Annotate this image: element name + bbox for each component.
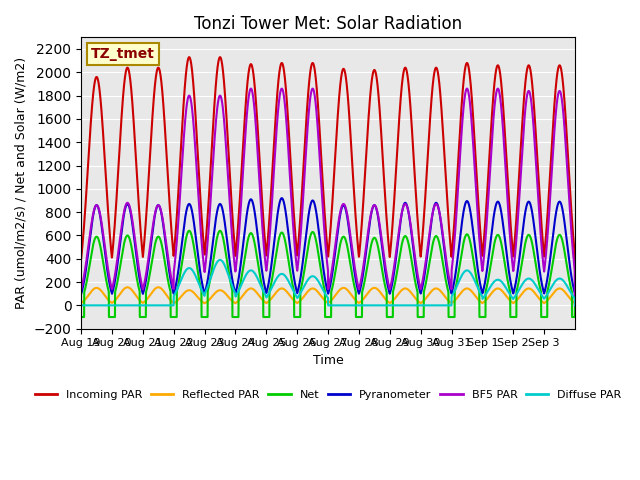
Reflected PAR: [435, 287, 442, 292]
Net: [496, 235, 504, 240]
Incoming PAR: [186, 54, 193, 60]
Reflected PAR: [496, 286, 504, 292]
Pyranometer: [435, 205, 442, 211]
Net: [566, 279, 573, 285]
BF5 PAR: [179, 158, 186, 164]
Diffuse PAR: [466, 269, 474, 275]
Line: Diffuse PAR: Diffuse PAR: [81, 260, 575, 305]
Y-axis label: PAR (umol/m2/s) / Net and Solar (W/m2): PAR (umol/m2/s) / Net and Solar (W/m2): [15, 57, 28, 309]
BF5 PAR: [466, 99, 474, 105]
Diffuse PAR: [571, 302, 579, 308]
Incoming PAR: [391, 185, 399, 191]
Pyranometer: [571, 302, 579, 308]
Net: [435, 238, 442, 243]
Incoming PAR: [77, 256, 85, 262]
Line: Incoming PAR: Incoming PAR: [81, 57, 575, 305]
Incoming PAR: [466, 75, 474, 81]
Reflected PAR: [179, 292, 186, 298]
Diffuse PAR: [566, 288, 573, 293]
Net: [391, 280, 399, 286]
Incoming PAR: [435, 74, 442, 80]
Diffuse PAR: [77, 302, 85, 308]
BF5 PAR: [566, 204, 573, 210]
Pyranometer: [496, 202, 504, 208]
Legend: Incoming PAR, Reflected PAR, Net, Pyranometer, BF5 PAR, Diffuse PAR: Incoming PAR, Reflected PAR, Net, Pyrano…: [30, 386, 626, 405]
Incoming PAR: [496, 68, 504, 73]
Pyranometer: [391, 263, 399, 269]
BF5 PAR: [391, 259, 399, 264]
Diffuse PAR: [391, 302, 399, 308]
BF5 PAR: [571, 302, 579, 308]
Title: Tonzi Tower Met: Solar Radiation: Tonzi Tower Met: Solar Radiation: [194, 15, 462, 33]
Text: TZ_tmet: TZ_tmet: [91, 47, 155, 61]
Net: [186, 228, 193, 234]
BF5 PAR: [77, 287, 85, 292]
Diffuse PAR: [435, 302, 442, 308]
Incoming PAR: [566, 180, 573, 186]
Pyranometer: [466, 207, 474, 213]
Net: [466, 238, 474, 244]
Reflected PAR: [77, 300, 85, 306]
Reflected PAR: [466, 287, 474, 293]
Line: Net: Net: [81, 231, 575, 317]
Pyranometer: [179, 237, 186, 243]
Diffuse PAR: [216, 257, 224, 263]
Incoming PAR: [571, 302, 579, 308]
Line: Reflected PAR: Reflected PAR: [81, 288, 575, 305]
BF5 PAR: [494, 86, 502, 92]
BF5 PAR: [496, 91, 504, 97]
Line: Pyranometer: Pyranometer: [81, 198, 575, 305]
Net: [77, 314, 85, 320]
Diffuse PAR: [496, 277, 504, 283]
Pyranometer: [278, 195, 285, 201]
Reflected PAR: [124, 285, 131, 290]
X-axis label: Time: Time: [313, 354, 344, 367]
Net: [179, 258, 186, 264]
Reflected PAR: [571, 302, 579, 308]
Reflected PAR: [566, 295, 573, 301]
Incoming PAR: [179, 122, 186, 128]
Net: [571, 302, 579, 308]
Pyranometer: [77, 291, 85, 297]
Reflected PAR: [391, 296, 399, 301]
Diffuse PAR: [179, 274, 186, 280]
BF5 PAR: [435, 205, 442, 211]
Line: BF5 PAR: BF5 PAR: [81, 89, 575, 305]
Pyranometer: [566, 261, 573, 267]
